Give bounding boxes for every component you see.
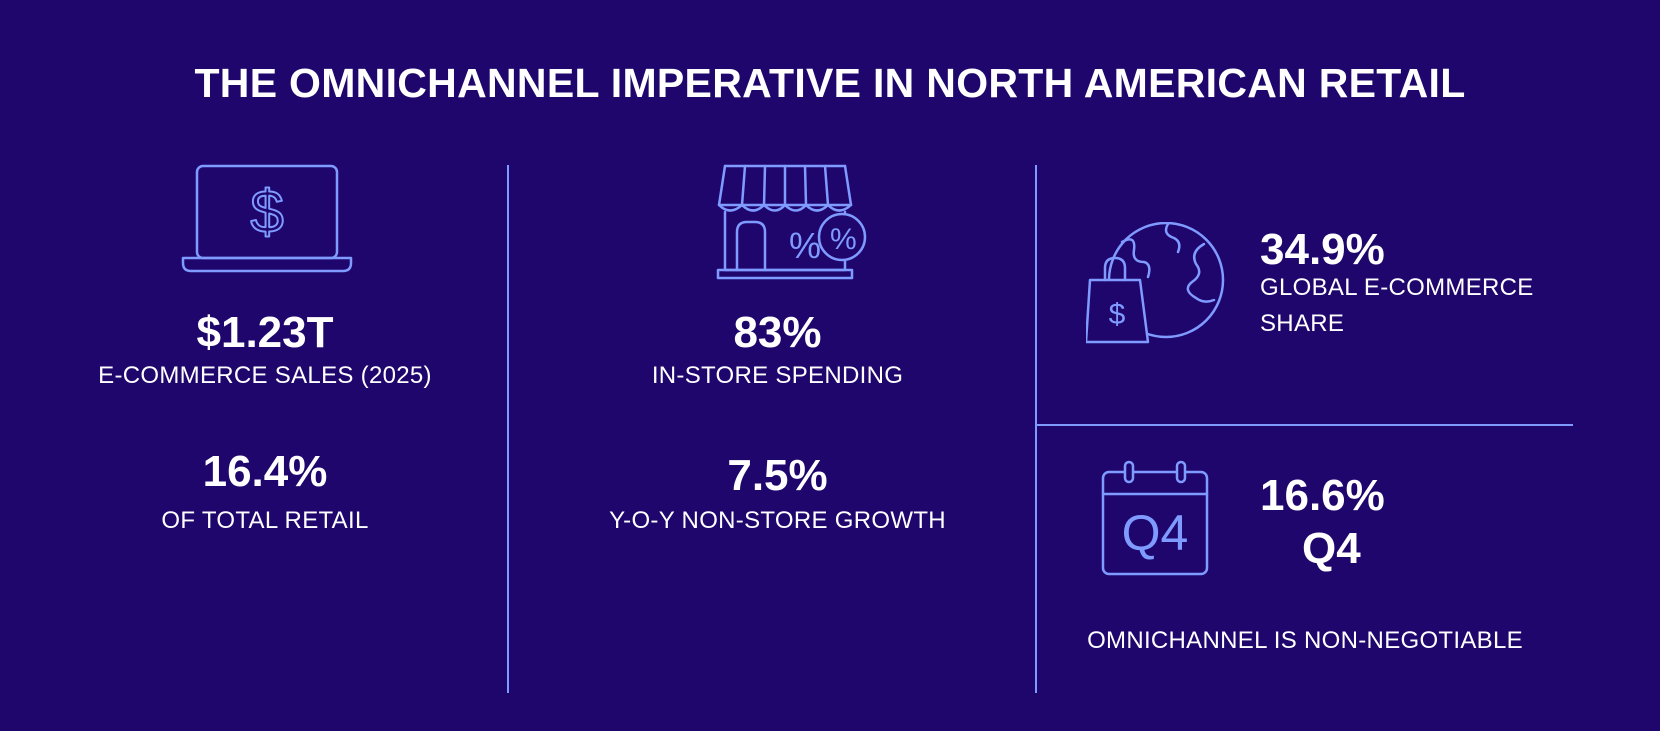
q4-share-value: 16.6% [1260, 471, 1385, 520]
svg-text:%: % [830, 223, 857, 256]
ecommerce-sales-value: $1.23T [196, 308, 334, 357]
laptop-dollar-icon: $ [180, 160, 355, 275]
svg-text:$: $ [250, 178, 283, 245]
svg-text:$: $ [1109, 298, 1126, 331]
nonstore-growth-value: 7.5% [727, 451, 828, 500]
total-retail-label: OF TOTAL RETAIL [161, 507, 369, 534]
global-share-label-line2: SHARE [1260, 310, 1345, 337]
instore-spending-label: IN-STORE SPENDING [651, 362, 904, 389]
divider-left [507, 165, 509, 693]
page-title: THE OMNICHANNEL IMPERATIVE IN NORTH AMER… [194, 60, 1466, 106]
svg-text:%: % [789, 225, 821, 266]
omnichannel-footer: OMNICHANNEL IS NON-NEGOTIABLE [1087, 627, 1523, 654]
calendar-q4-text: Q4 [1121, 505, 1189, 561]
storefront-percent-icon: % % [715, 160, 870, 280]
divider-right [1035, 165, 1037, 693]
total-retail-value: 16.4% [202, 447, 328, 496]
nonstore-growth-label: Y-O-Y NON-STORE GROWTH [609, 507, 946, 534]
instore-spending-value: 83% [733, 308, 822, 357]
global-share-value: 34.9% [1260, 225, 1385, 274]
globe-shopping-bag-icon: $ [1086, 222, 1226, 344]
divider-horizontal [1036, 424, 1573, 426]
ecommerce-sales-label: E-COMMERCE SALES (2025) [98, 362, 432, 389]
calendar-q4-icon: Q4 [1100, 458, 1210, 578]
global-share-label-line1: GLOBAL E-COMMERCE [1260, 274, 1534, 301]
q4-share-label: Q4 [1302, 524, 1361, 573]
